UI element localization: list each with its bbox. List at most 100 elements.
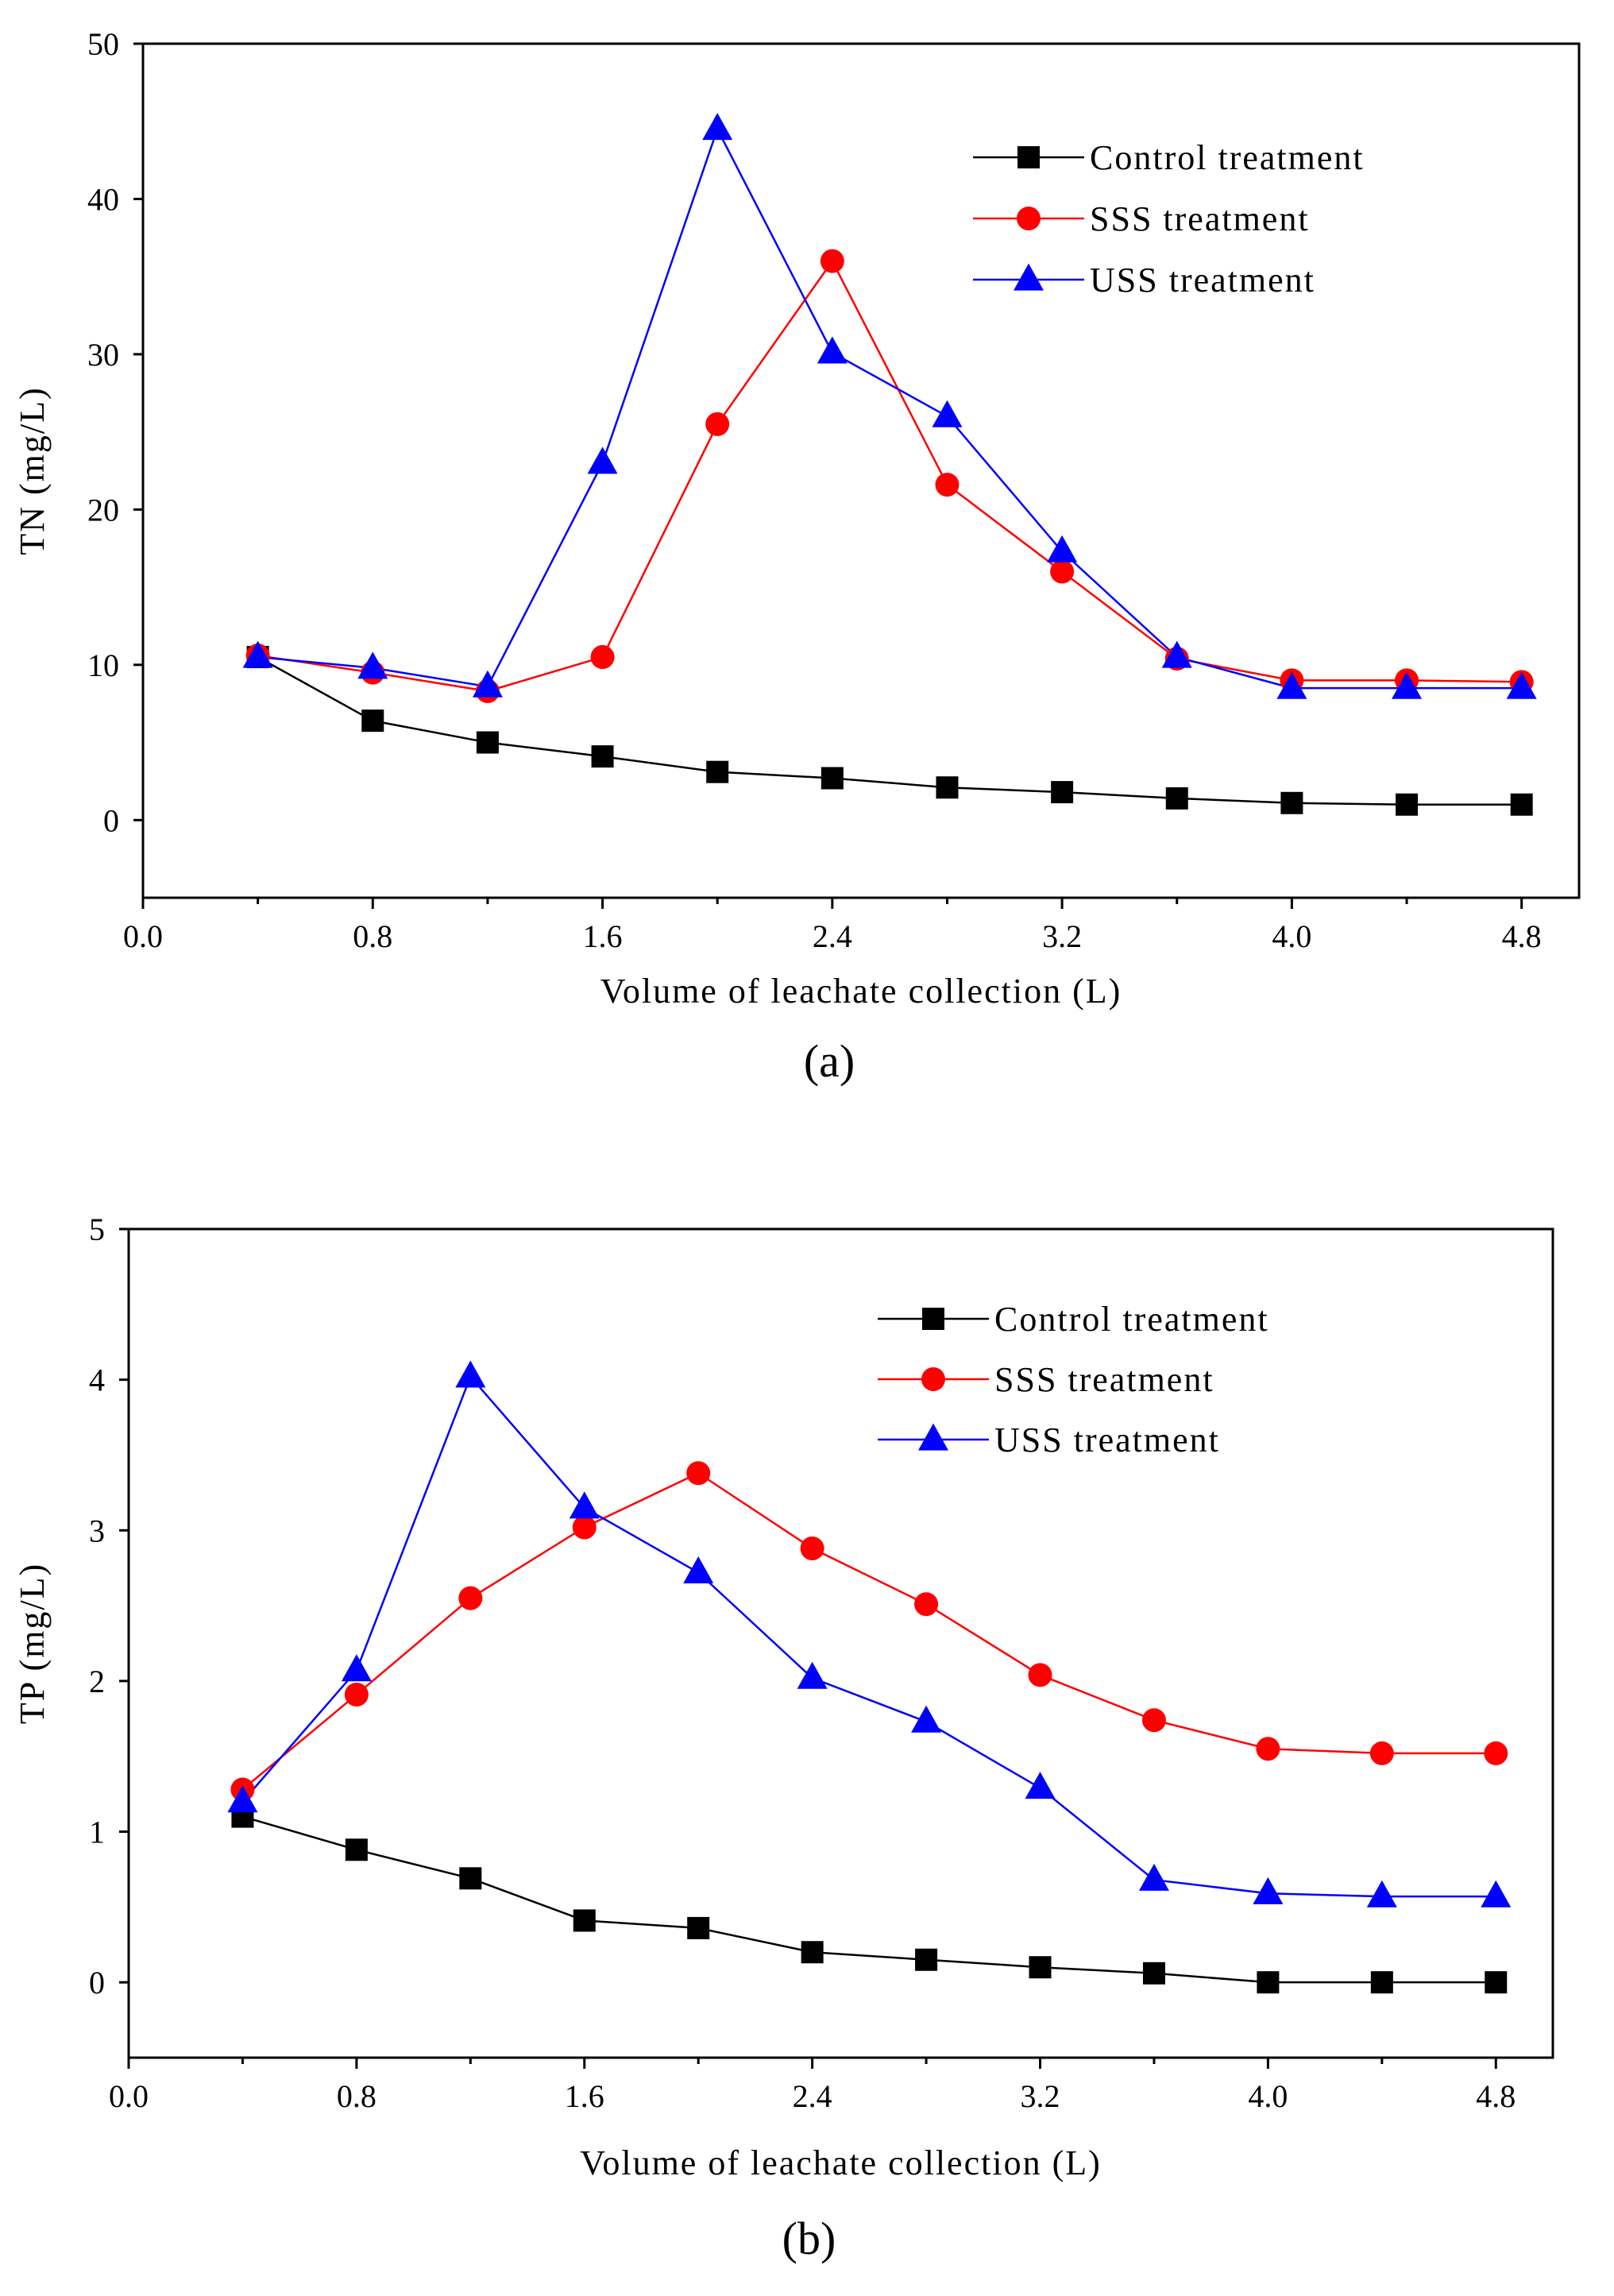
data-point [683, 1556, 714, 1583]
y-tick-label: 0 [103, 802, 119, 838]
data-point [914, 1592, 939, 1617]
data-point [821, 767, 844, 790]
data-point [1161, 640, 1192, 668]
legend-label: USS treatment [1090, 261, 1315, 300]
y-tick-label: 20 [87, 492, 119, 528]
data-point [357, 651, 388, 679]
x-axis-label: Volume of leachate collection (L) [600, 972, 1122, 1011]
y-tick-label: 10 [87, 647, 119, 683]
data-point [1142, 1962, 1165, 1985]
data-point [1050, 559, 1075, 584]
data-point [1047, 535, 1078, 562]
data-point [1276, 671, 1307, 699]
data-point [1370, 1971, 1393, 1994]
data-point [458, 1586, 483, 1610]
data-point [820, 249, 844, 273]
x-tick-label: 4.8 [1502, 918, 1542, 954]
data-point [702, 113, 733, 141]
legend-label: SSS treatment [1090, 199, 1310, 238]
legend-marker [922, 1308, 944, 1330]
plot-frame [141, 42, 1581, 899]
data-point [932, 400, 963, 427]
y-axis-label: TN (mg/L) [13, 386, 52, 555]
y-tick-label: 50 [87, 26, 119, 62]
panel-label: (a) [804, 1035, 855, 1087]
data-point [459, 1867, 482, 1890]
x-tick-label: 4.0 [1248, 2078, 1288, 2114]
data-point [1253, 1877, 1284, 1904]
legend-marker [918, 1423, 948, 1451]
legend-marker [1017, 207, 1041, 230]
plot-frame [127, 1227, 1554, 2059]
legend-label: USS treatment [994, 1421, 1220, 1459]
y-tick-label: 3 [89, 1513, 105, 1548]
data-point [1256, 1737, 1280, 1761]
data-point [1506, 671, 1537, 699]
data-point [1029, 1956, 1052, 1979]
data-point [1510, 793, 1533, 816]
x-tick-label: 2.4 [813, 918, 852, 954]
data-point [227, 1785, 258, 1813]
panel-label: (b) [782, 2213, 836, 2264]
data-point [344, 1682, 369, 1707]
chart-panel-b: 0.0 0.8 1.6 2.4 3.2 4.0 4.8 0 1 2 3 4 5 Volume of lea… [13, 1212, 1554, 2264]
x-tick-label: 0.8 [353, 918, 392, 954]
x-tick-label: 0.0 [109, 2078, 149, 2114]
data-point [1484, 1741, 1508, 1765]
data-point [591, 745, 614, 768]
data-point [455, 1360, 486, 1388]
x-tick-label: 3.2 [1021, 2078, 1060, 2114]
x-tick-label: 4.8 [1476, 2078, 1516, 2114]
data-point [936, 776, 959, 799]
legend-label: SSS treatment [994, 1360, 1214, 1399]
series-line-2 [257, 126, 1522, 690]
y-axis-label: TP (mg/L) [13, 1563, 52, 1724]
data-point [686, 1461, 711, 1486]
legend-marker [1017, 146, 1040, 168]
y-tick-label: 0 [89, 1965, 105, 2000]
legend-marker [1014, 263, 1044, 291]
data-point [345, 1838, 368, 1861]
data-point [1257, 1971, 1280, 1994]
data-point [817, 336, 848, 364]
data-point [911, 1705, 942, 1733]
series-line-0 [242, 1815, 1496, 1984]
legend-marker [921, 1367, 945, 1391]
data-point [1141, 1708, 1166, 1733]
data-point [1165, 787, 1188, 810]
data-point [1138, 1863, 1169, 1891]
data-point [706, 760, 729, 783]
data-point [1025, 1772, 1056, 1799]
chart-panel-a: 0.0 0.8 1.6 2.4 3.2 4.0 4.8 0 10 20 30 40 50 Volume o… [13, 26, 1581, 1087]
data-point [573, 1909, 596, 1932]
series-line-1 [257, 259, 1522, 693]
legend-label: Control treatment [994, 1300, 1269, 1339]
legend-label: Control treatment [1090, 138, 1365, 177]
y-tick-label: 1 [89, 1815, 105, 1850]
data-point [1028, 1663, 1052, 1687]
data-point [587, 446, 618, 474]
y-tick-label: 5 [89, 1212, 105, 1247]
y-tick-label: 40 [87, 181, 119, 217]
data-point [569, 1491, 600, 1519]
x-tick-label: 1.6 [565, 2078, 604, 2114]
data-point [935, 473, 960, 497]
series-line-1 [241, 1471, 1496, 1791]
x-axis-label: Volume of leachate collection (L) [580, 2143, 1102, 2182]
y-tick-label: 2 [89, 1664, 105, 1699]
series-line-2 [241, 1374, 1496, 1898]
x-tick-label: 4.0 [1272, 918, 1311, 954]
x-tick-label: 0.8 [337, 2078, 376, 2114]
data-point [915, 1948, 938, 1971]
series-line-0 [257, 655, 1522, 806]
data-point [1392, 671, 1423, 699]
y-tick-label: 4 [89, 1363, 105, 1398]
data-point [1481, 1880, 1512, 1908]
x-tick-label: 2.4 [793, 2078, 832, 2114]
data-point [1051, 781, 1074, 804]
data-point [572, 1515, 597, 1540]
data-point [800, 1536, 824, 1561]
data-point [705, 412, 730, 436]
data-point [472, 670, 503, 698]
